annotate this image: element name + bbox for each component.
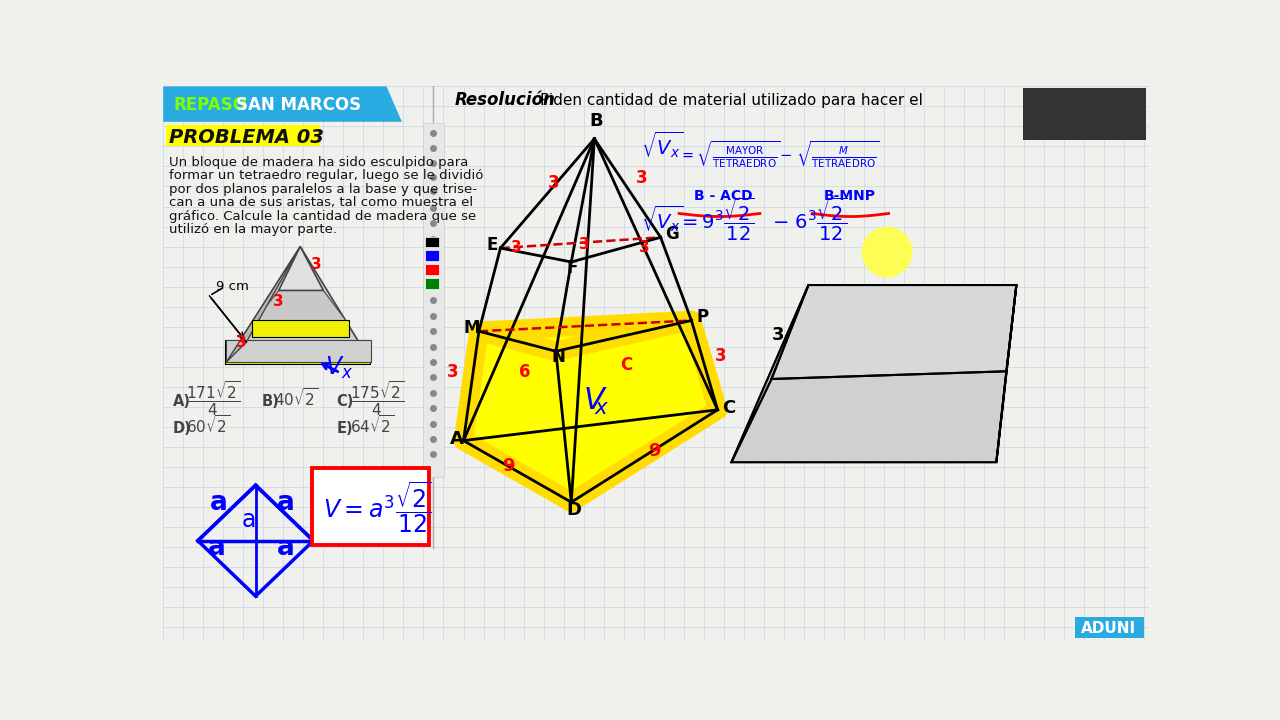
Text: G: G (666, 225, 678, 243)
Polygon shape (996, 285, 1016, 462)
Text: B-MNP: B-MNP (824, 189, 876, 203)
Text: 3: 3 (639, 240, 650, 255)
Polygon shape (227, 341, 371, 362)
Text: ADUNI: ADUNI (1082, 621, 1137, 636)
Text: E): E) (337, 421, 353, 436)
Text: REPASO: REPASO (174, 96, 248, 114)
Text: D: D (567, 500, 581, 518)
Text: 6: 6 (518, 364, 530, 382)
Text: a: a (207, 534, 225, 561)
FancyBboxPatch shape (1023, 88, 1146, 140)
Bar (425, 264, 439, 275)
Text: B - ACD: B - ACD (695, 189, 753, 203)
Text: 9: 9 (648, 442, 660, 460)
Polygon shape (252, 320, 348, 338)
Text: a: a (278, 534, 294, 561)
Text: gráfico. Calcule la cantidad de madera que se: gráfico. Calcule la cantidad de madera q… (169, 210, 476, 222)
Polygon shape (227, 246, 371, 362)
Polygon shape (731, 285, 1016, 462)
Text: a: a (210, 490, 228, 516)
Text: 3: 3 (714, 346, 726, 364)
Text: $V\!\!_x$: $V\!\!_x$ (582, 386, 609, 417)
Text: 3: 3 (237, 335, 247, 350)
Text: B): B) (262, 394, 279, 409)
Text: formar un tetraedro regular, luego se le dividió: formar un tetraedro regular, luego se le… (169, 169, 484, 182)
Text: $V_x$: $V_x$ (325, 355, 353, 382)
Text: 3: 3 (548, 174, 559, 192)
Text: PROBLEMA 03: PROBLEMA 03 (169, 127, 324, 147)
Text: SAN MARCOS: SAN MARCOS (237, 96, 361, 114)
Text: $\dfrac{175\sqrt{2}}{4}$: $\dfrac{175\sqrt{2}}{4}$ (349, 379, 403, 418)
Polygon shape (164, 86, 402, 122)
Text: 9 cm: 9 cm (215, 281, 248, 294)
Text: 3: 3 (579, 237, 590, 252)
Text: C: C (620, 356, 632, 374)
Polygon shape (227, 246, 301, 362)
Bar (425, 251, 439, 261)
Text: Piden cantidad de material utilizado para hacer el: Piden cantidad de material utilizado par… (540, 93, 923, 108)
Text: $= \sqrt{\frac{\mathrm{MAYOR}}{\mathrm{TETRAEDRO}}}$: $= \sqrt{\frac{\mathrm{MAYOR}}{\mathrm{T… (680, 140, 781, 171)
Polygon shape (772, 285, 1016, 379)
Bar (425, 278, 439, 289)
Text: can a una de sus aristas, tal como muestra el: can a una de sus aristas, tal como muest… (169, 196, 474, 209)
Text: $\dfrac{171\sqrt{2}}{4}$: $\dfrac{171\sqrt{2}}{4}$ (187, 379, 241, 418)
Bar (425, 237, 439, 248)
FancyBboxPatch shape (1075, 617, 1144, 639)
Circle shape (863, 228, 911, 276)
Text: $64\sqrt{2}$: $64\sqrt{2}$ (349, 414, 394, 436)
Text: por dos planos paralelos a la base y que trise-: por dos planos paralelos a la base y que… (169, 183, 477, 196)
Text: B: B (589, 112, 603, 130)
Text: $\sqrt{V_x}$: $\sqrt{V_x}$ (640, 129, 682, 160)
Polygon shape (253, 290, 347, 321)
Text: F: F (567, 258, 579, 276)
Text: A): A) (173, 394, 191, 409)
Text: a: a (278, 490, 294, 516)
Text: 3: 3 (311, 257, 321, 272)
Polygon shape (463, 320, 718, 502)
Text: $= 9^3 \dfrac{\sqrt{2}}{12}$: $= 9^3 \dfrac{\sqrt{2}}{12}$ (677, 196, 754, 243)
FancyBboxPatch shape (312, 468, 429, 544)
Text: A: A (449, 430, 463, 448)
Text: N: N (552, 348, 566, 366)
Polygon shape (731, 285, 809, 462)
Text: E: E (486, 235, 498, 253)
Text: 3: 3 (636, 169, 648, 187)
Text: 3: 3 (511, 240, 522, 255)
Text: 9: 9 (502, 457, 515, 475)
FancyBboxPatch shape (422, 122, 444, 477)
Text: 3: 3 (447, 364, 458, 382)
Text: $-\ \sqrt{\frac{M}{\mathrm{TETRAEDRO}}}$: $-\ \sqrt{\frac{M}{\mathrm{TETRAEDRO}}}$ (780, 140, 881, 171)
Text: $V = a^3\dfrac{\sqrt{2}}{12}$: $V = a^3\dfrac{\sqrt{2}}{12}$ (323, 479, 431, 535)
Text: M: M (463, 319, 480, 337)
Polygon shape (731, 372, 1006, 462)
Text: 3: 3 (772, 326, 783, 344)
Text: Resolución: Resolución (454, 91, 556, 109)
Text: C: C (722, 399, 736, 417)
FancyBboxPatch shape (166, 125, 320, 146)
Text: 3: 3 (273, 294, 283, 309)
Text: C): C) (337, 394, 353, 409)
Polygon shape (225, 341, 370, 364)
Text: a: a (242, 508, 256, 532)
Text: $-\ 6^3 \dfrac{\sqrt{2}}{12}$: $-\ 6^3 \dfrac{\sqrt{2}}{12}$ (772, 196, 847, 243)
Text: $\sqrt{V_x}$: $\sqrt{V_x}$ (640, 204, 682, 235)
Polygon shape (279, 246, 324, 290)
Text: Un bloque de madera ha sido esculpido para: Un bloque de madera ha sido esculpido pa… (169, 156, 468, 168)
Text: D): D) (173, 421, 191, 436)
Text: $60\sqrt{2}$: $60\sqrt{2}$ (187, 414, 230, 436)
Text: P: P (696, 308, 708, 326)
Text: utilizó en la mayor parte.: utilizó en la mayor parte. (169, 223, 338, 236)
Text: $40\sqrt{2}$: $40\sqrt{2}$ (274, 387, 319, 409)
